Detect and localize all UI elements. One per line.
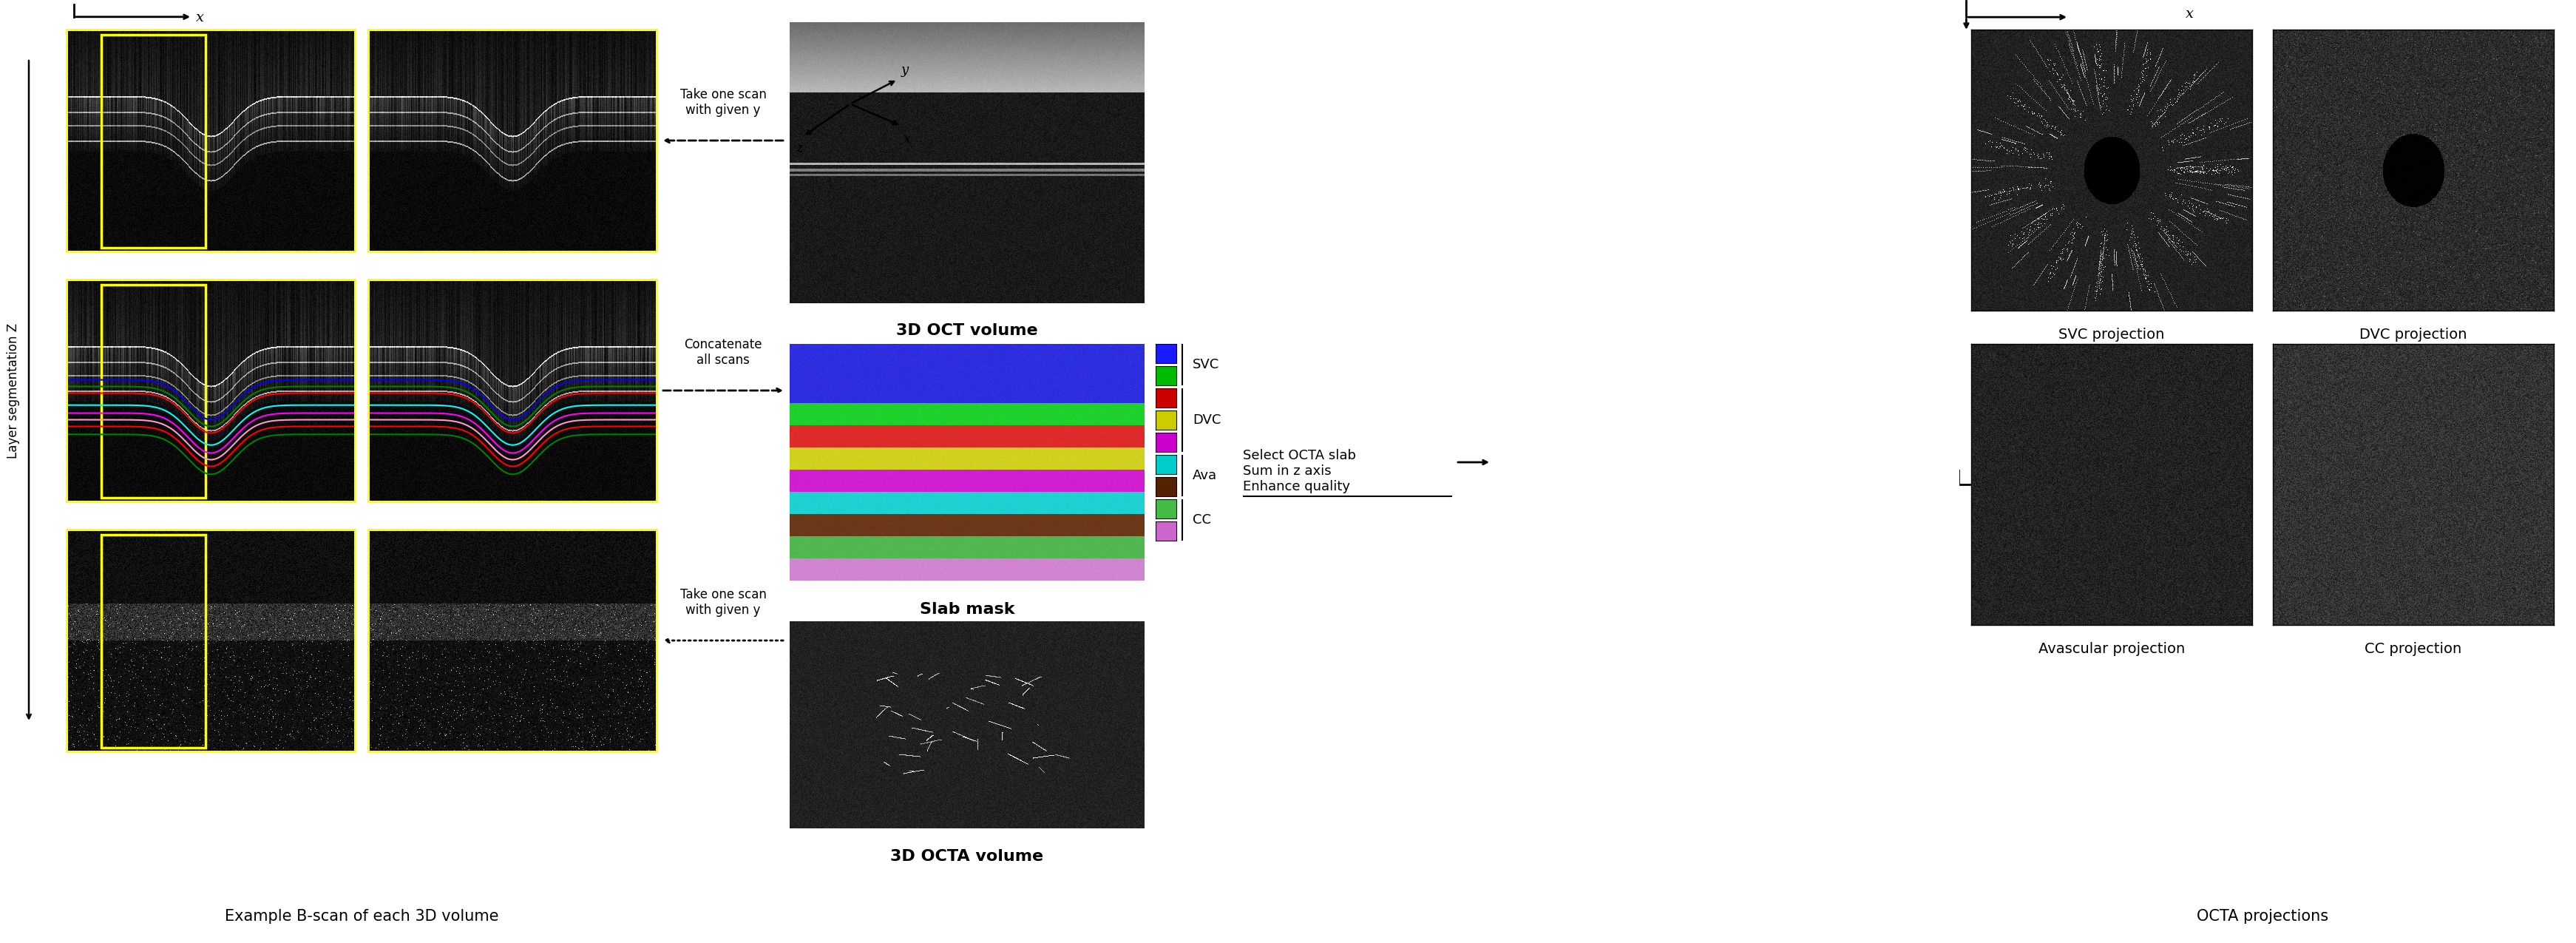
Text: Example B-scan of each 3D volume: Example B-scan of each 3D volume	[224, 909, 500, 924]
Text: Take one scan
with given y: Take one scan with given y	[680, 88, 765, 117]
Bar	[100, 285, 206, 497]
Text: Avascular projection: Avascular projection	[2038, 642, 2184, 656]
Text: SVC: SVC	[1193, 357, 1218, 371]
Text: CC: CC	[1193, 513, 1211, 526]
Text: Select OCTA slab
Sum in z axis
Enhance quality: Select OCTA slab Sum in z axis Enhance q…	[1242, 449, 1355, 493]
Text: Slab mask: Slab mask	[920, 602, 1015, 617]
Text: x: x	[196, 10, 204, 25]
Text: x: x	[904, 132, 912, 146]
Text: z: z	[796, 142, 804, 156]
Text: CC projection: CC projection	[2365, 642, 2463, 656]
Text: Concatenate
all scans: Concatenate all scans	[685, 339, 762, 367]
Text: OCTA projections: OCTA projections	[2197, 909, 2329, 924]
Text: DVC: DVC	[1193, 413, 1221, 426]
Text: 3D OCT volume: 3D OCT volume	[896, 323, 1038, 338]
Text: DVC projection: DVC projection	[2360, 327, 2468, 341]
Text: y: y	[902, 64, 909, 77]
Bar	[100, 34, 206, 247]
Text: Layer segmentation Z: Layer segmentation Z	[8, 323, 21, 458]
Text: SVC projection: SVC projection	[2058, 327, 2164, 341]
Text: Take one scan
with given y: Take one scan with given y	[680, 588, 765, 617]
Bar	[100, 535, 206, 748]
Text: x: x	[2184, 7, 2192, 21]
Text: Ava: Ava	[1193, 469, 1216, 482]
Text: 3D OCTA volume: 3D OCTA volume	[891, 849, 1043, 864]
